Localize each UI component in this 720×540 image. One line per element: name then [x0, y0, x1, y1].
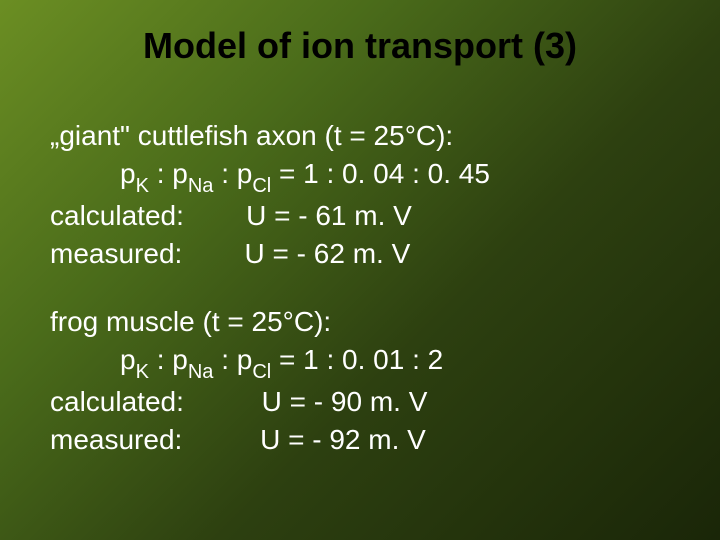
sep: :: [213, 344, 236, 375]
sub-k: K: [136, 175, 149, 197]
section-cuttlefish: „giant" cuttlefish axon (t = 25°C): pK :…: [50, 117, 670, 273]
slide-body: „giant" cuttlefish axon (t = 25°C): pK :…: [50, 117, 670, 459]
section-header: frog muscle (t = 25°C):: [50, 303, 670, 341]
ratio-values: = 1 : 0. 04 : 0. 45: [271, 158, 490, 189]
sub-k: K: [136, 361, 149, 383]
ratio-line: pK : pNa : pCl = 1 : 0. 04 : 0. 45: [50, 155, 670, 198]
p-label: p: [120, 158, 136, 189]
calc-line: calculated: U = - 61 m. V: [50, 197, 670, 235]
calc-label: calculated:: [50, 200, 184, 231]
meas-value: U = - 92 m. V: [260, 424, 426, 455]
sub-cl: Cl: [252, 175, 271, 197]
section-frog: frog muscle (t = 25°C): pK : pNa : pCl =…: [50, 303, 670, 459]
sep: :: [149, 344, 172, 375]
calc-label: calculated:: [50, 386, 184, 417]
calc-value: U = - 61 m. V: [246, 200, 412, 231]
sub-na: Na: [188, 175, 214, 197]
p-label: p: [237, 344, 253, 375]
ratio-line: pK : pNa : pCl = 1 : 0. 01 : 2: [50, 341, 670, 384]
sep: :: [149, 158, 172, 189]
section-header: „giant" cuttlefish axon (t = 25°C):: [50, 117, 670, 155]
meas-label: measured:: [50, 424, 182, 455]
sep: :: [213, 158, 236, 189]
p-label: p: [237, 158, 253, 189]
slide-title: Model of ion transport (3): [50, 25, 670, 67]
ratio-text: pK : pNa : pCl = 1 : 0. 01 : 2: [120, 344, 443, 375]
p-label: p: [172, 158, 188, 189]
sub-cl: Cl: [252, 361, 271, 383]
meas-value: U = - 62 m. V: [245, 238, 411, 269]
calc-value: U = - 90 m. V: [262, 386, 428, 417]
meas-label: measured:: [50, 238, 182, 269]
sub-na: Na: [188, 361, 214, 383]
calc-line: calculated: U = - 90 m. V: [50, 383, 670, 421]
p-label: p: [172, 344, 188, 375]
ratio-values: = 1 : 0. 01 : 2: [271, 344, 443, 375]
meas-line: measured: U = - 92 m. V: [50, 421, 670, 459]
p-label: p: [120, 344, 136, 375]
ratio-text: pK : pNa : pCl = 1 : 0. 04 : 0. 45: [120, 158, 490, 189]
meas-line: measured: U = - 62 m. V: [50, 235, 670, 273]
slide-container: Model of ion transport (3) „giant" cuttl…: [0, 0, 720, 540]
